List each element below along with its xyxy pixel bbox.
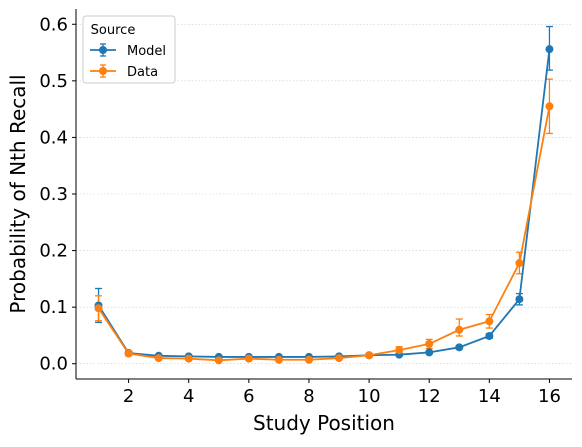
ticks-layer: 0.0 0.1 0.2 0.3 0.4 0.5 0.6 2 4 6 8 10 12 14 16 xyxy=(39,14,561,407)
y-tick-label: 0.5 xyxy=(39,71,68,92)
model-point xyxy=(425,348,434,357)
data-point xyxy=(214,356,223,365)
x-tick-label: 12 xyxy=(418,386,441,407)
x-tick-label: 8 xyxy=(303,386,314,407)
legend-label-model: Model xyxy=(127,44,166,59)
data-point xyxy=(244,354,253,363)
model-line xyxy=(97,49,551,358)
x-tick-label: 2 xyxy=(123,386,134,407)
legend: Source Model Data xyxy=(82,15,176,84)
x-axis-label: Study Position xyxy=(253,411,395,435)
data-point xyxy=(425,339,434,348)
data-point xyxy=(485,317,494,326)
legend-box xyxy=(82,15,176,84)
y-tick-label: 0.2 xyxy=(39,241,68,262)
x-tick-label: 6 xyxy=(243,386,254,407)
data-point xyxy=(545,102,554,111)
y-tick-label: 0.3 xyxy=(39,184,68,205)
model-point xyxy=(455,343,464,352)
legend-items: Model Data xyxy=(90,43,166,80)
legend-swatch-marker xyxy=(99,46,107,54)
data-point xyxy=(335,354,344,363)
data-point xyxy=(515,259,524,268)
data-point xyxy=(154,354,163,363)
data-series xyxy=(94,102,554,365)
y-tick-label: 0.0 xyxy=(39,354,68,375)
series-layer xyxy=(94,45,554,365)
data-point xyxy=(124,349,133,358)
legend-title: Source xyxy=(91,23,136,38)
model-point xyxy=(515,295,524,304)
data-errorbars xyxy=(95,78,553,363)
y-axis-label: Probability of Nth Recall xyxy=(6,74,30,313)
model-point xyxy=(485,332,494,341)
legend-item-model: Model xyxy=(90,43,166,59)
y-tick-label: 0.6 xyxy=(39,14,68,35)
data-line xyxy=(97,106,551,362)
y-tick-label: 0.4 xyxy=(39,127,68,148)
y-tick-label: 0.1 xyxy=(39,297,68,318)
x-tick-label: 4 xyxy=(183,386,194,407)
x-tick-label: 14 xyxy=(478,386,501,407)
data-point xyxy=(455,325,464,334)
model-point xyxy=(545,45,554,54)
data-point xyxy=(274,355,283,364)
grid-layer xyxy=(76,23,572,365)
data-point xyxy=(94,304,103,313)
model-series xyxy=(94,45,554,361)
x-tick-label: 16 xyxy=(538,386,561,407)
data-point xyxy=(395,346,404,355)
legend-item-data: Data xyxy=(90,64,158,80)
data-point xyxy=(304,355,313,364)
x-tick-label: 10 xyxy=(358,386,381,407)
legend-label-data: Data xyxy=(127,65,158,80)
legend-swatch-marker xyxy=(99,67,107,75)
data-point xyxy=(365,351,374,360)
data-point xyxy=(184,354,193,363)
